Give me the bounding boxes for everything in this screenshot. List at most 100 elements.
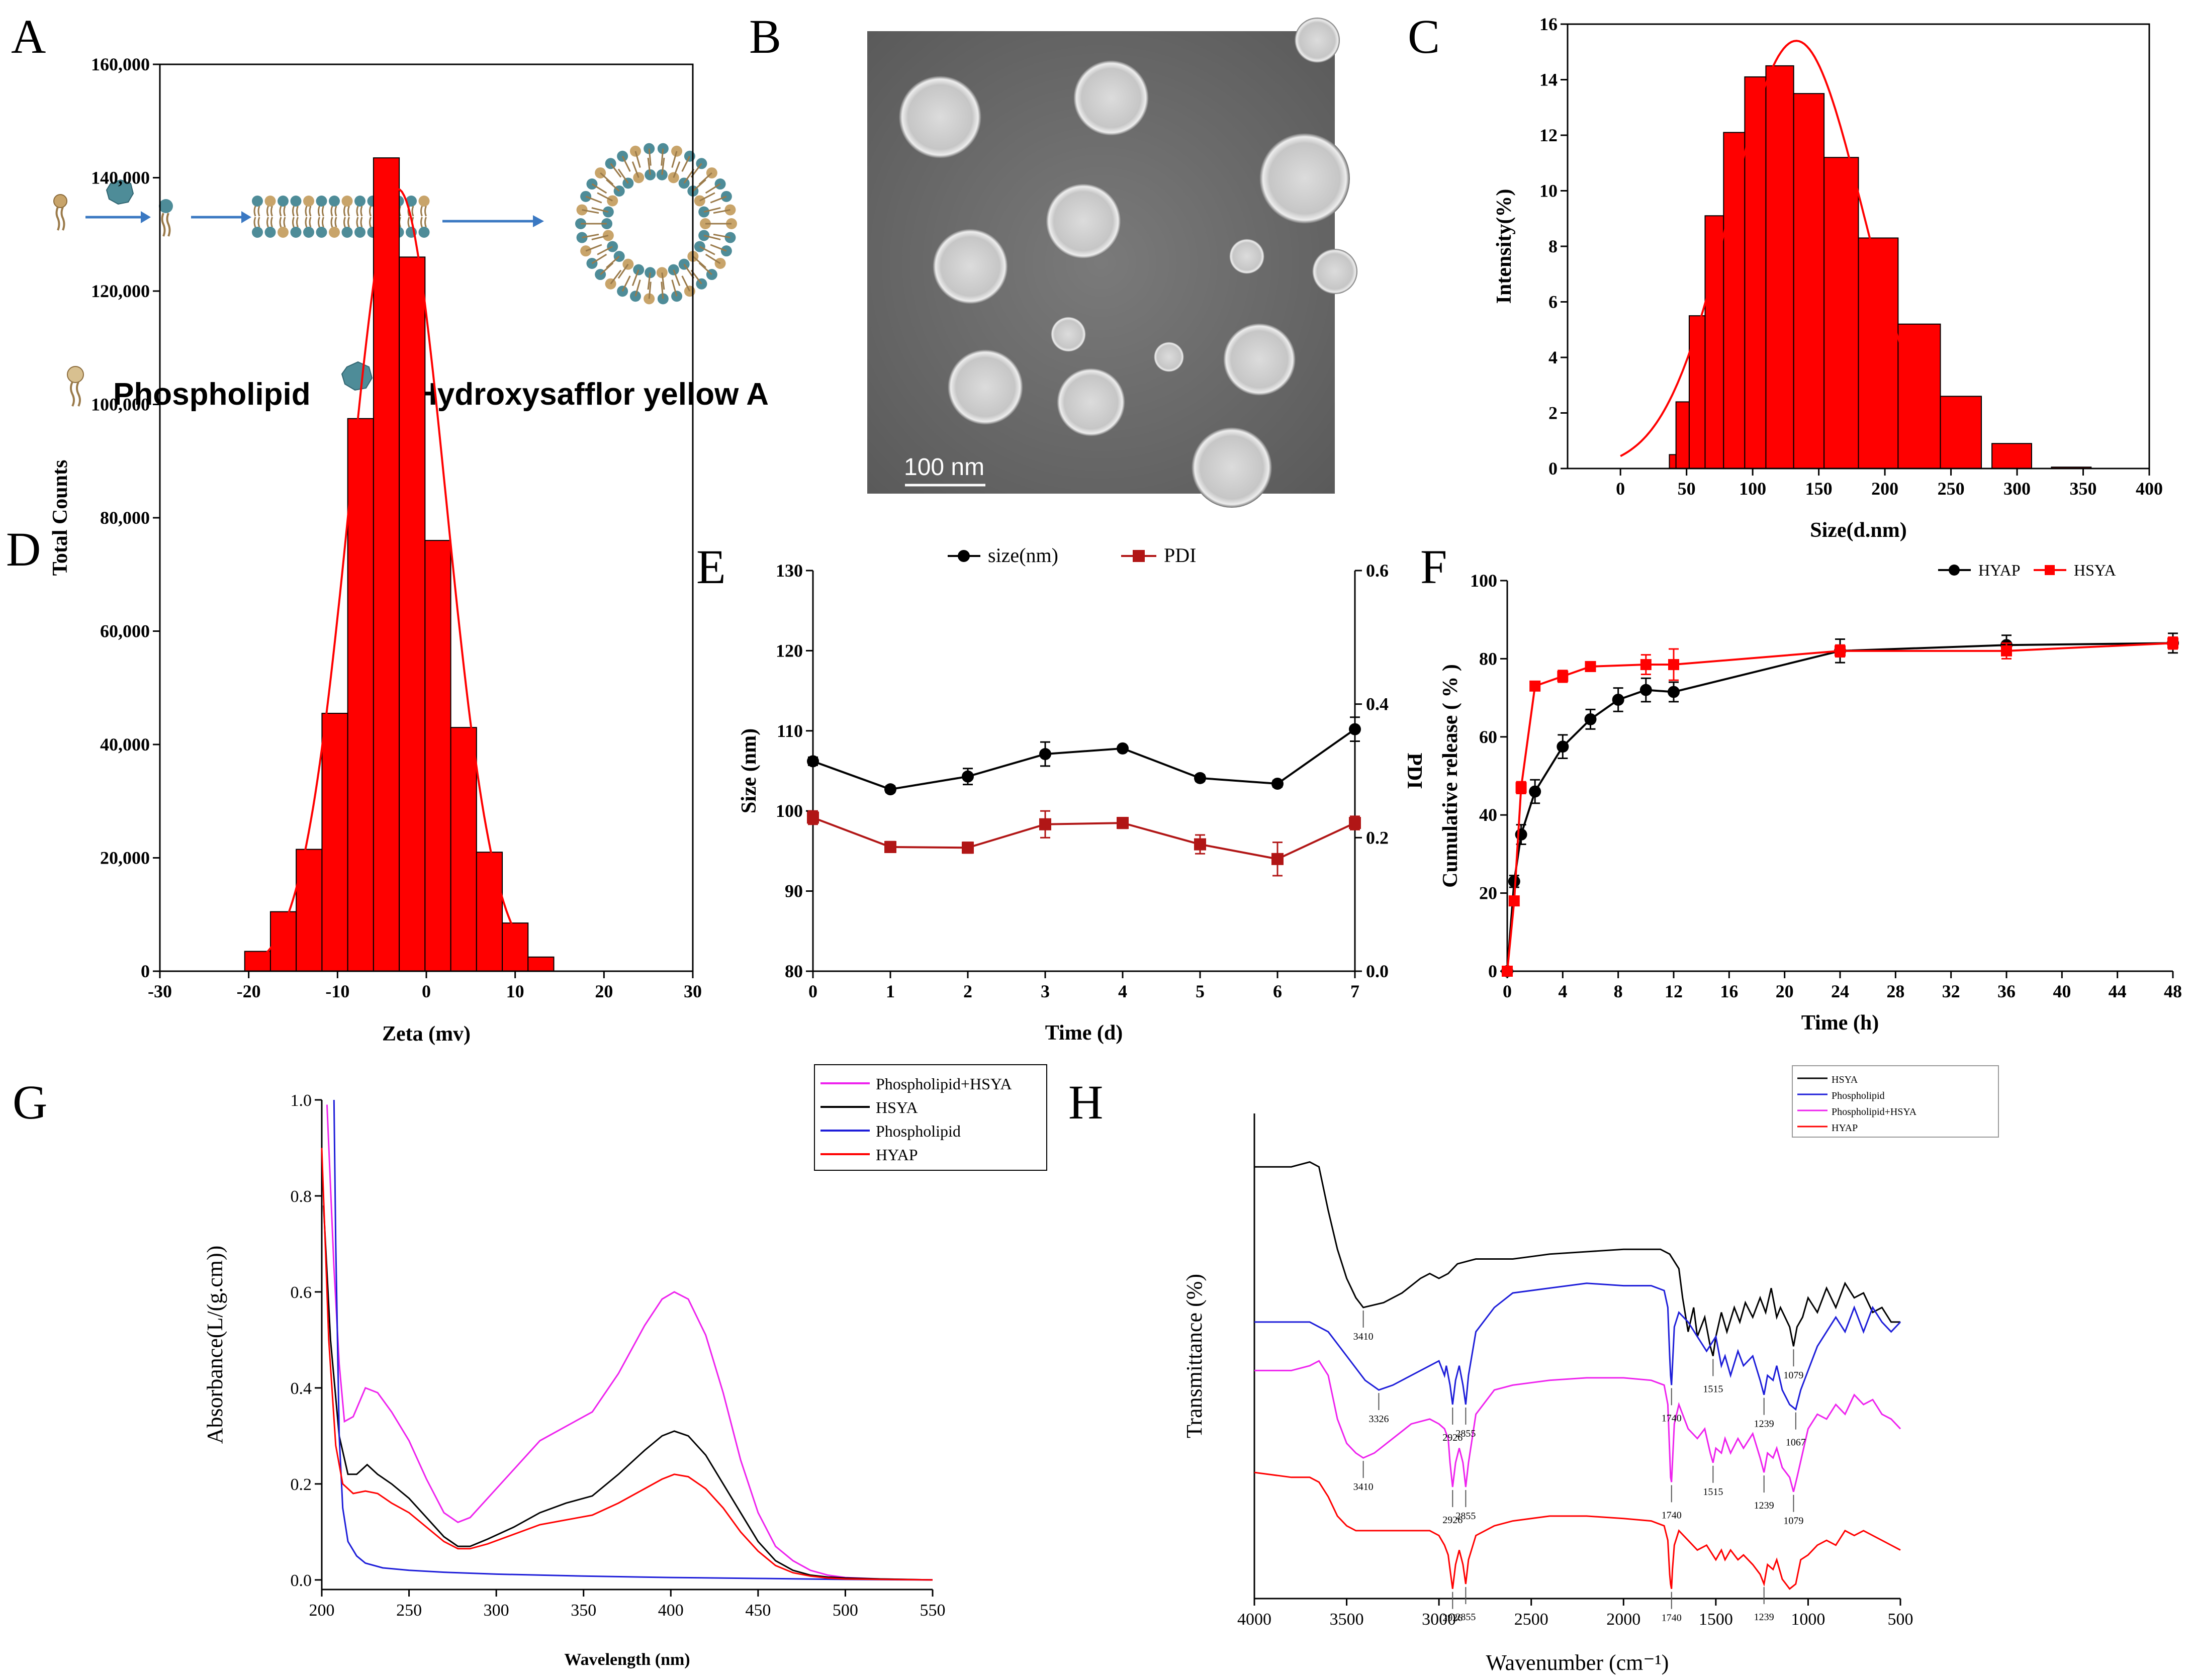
peak-label: 2855 — [1455, 1612, 1476, 1623]
bilayer-tail-icon — [253, 217, 260, 228]
x-axis-tick-label: 32 — [1942, 981, 1960, 1001]
bilayer-tail-icon — [292, 206, 299, 217]
data-point — [1039, 748, 1051, 761]
x-axis-tick-label: 5 — [1196, 981, 1205, 1001]
y-axis-tick-label: 60,000 — [100, 621, 150, 641]
x-axis-title: Time (h) — [1801, 1011, 1879, 1035]
series-line — [1506, 642, 2173, 972]
y-axis-tick-label: 4 — [1548, 347, 1558, 367]
bilayer-head-icon — [252, 196, 263, 207]
liposome-tail-icon — [591, 207, 609, 213]
liposome-tail-icon — [617, 263, 629, 279]
bilayer-head-icon — [341, 196, 353, 207]
data-point — [1194, 772, 1206, 784]
bilayer-head-icon — [278, 196, 289, 207]
data-point — [1039, 818, 1051, 830]
bilayer-tail-icon — [279, 217, 286, 228]
y-axis-tick-label: 0 — [141, 961, 150, 981]
x-axis-tick-label: 400 — [2136, 479, 2163, 499]
x-axis-tick-label: 30 — [684, 981, 702, 1001]
peak-label: 1239 — [1754, 1612, 1774, 1623]
liposome-icon — [575, 143, 737, 305]
x-axis-tick-label: 2000 — [1606, 1610, 1640, 1629]
tem-micrograph: 100 nm — [867, 18, 1357, 508]
x-axis-title: Wavelength (nm) — [564, 1650, 690, 1669]
legend-label: Phospholipid+HSYA — [1832, 1106, 1917, 1117]
y-axis-tick-label: 160,000 — [91, 54, 150, 74]
legend-label: HSYA — [876, 1098, 918, 1116]
bilayer-tail-icon — [305, 217, 312, 228]
x-axis-tick-label: 0 — [1503, 981, 1512, 1001]
data-point — [1349, 723, 1361, 735]
series-line — [812, 816, 1355, 860]
liposome-tail-icon — [606, 179, 620, 192]
data-point — [1271, 778, 1284, 790]
spectrum-line — [1254, 1360, 1901, 1492]
histogram-bar — [1723, 132, 1746, 470]
phospholipid-hsya-complex-icon — [159, 199, 173, 237]
bilayer-tail-icon — [266, 206, 273, 217]
bilayer-tail-icon — [253, 206, 260, 217]
legend-label: HSYA — [1832, 1074, 1858, 1085]
x-axis-tick-label: 500 — [1888, 1610, 1913, 1629]
spectrum-line — [1254, 1471, 1901, 1590]
legend-label: PDI — [1164, 544, 1196, 567]
liposome-tail-icon — [681, 156, 691, 172]
x-axis-tick-label: 10 — [506, 981, 524, 1001]
liposome-tail-icon — [698, 172, 712, 185]
bilayer-icon — [252, 196, 430, 238]
liposome-tail-icon — [597, 192, 613, 202]
peak-label: 2926 — [1442, 1613, 1463, 1624]
histogram-bar — [1897, 323, 1941, 469]
data-point — [2167, 637, 2178, 649]
liposome-tail-icon — [710, 244, 727, 252]
bilayer-tail-icon — [266, 217, 273, 228]
y-axis-tick-label: 10 — [1539, 181, 1558, 201]
bilayer-head-icon — [303, 196, 314, 207]
panel-label-h: H — [1068, 1075, 1103, 1129]
x-axis-tick-label: 0 — [422, 981, 431, 1001]
data-point — [1557, 671, 1569, 682]
liposome-tail-icon — [600, 262, 614, 275]
bilayer-head-icon — [316, 227, 327, 238]
liposome-tail-icon — [713, 233, 730, 239]
y2-axis-tick-label: 0.6 — [1366, 561, 1389, 581]
x-axis-tick-label: 4000 — [1237, 1610, 1271, 1629]
histogram-bar — [1688, 315, 1706, 469]
y-axis-title: Cumulative release ( % ) — [1439, 664, 1462, 888]
peak-label: 2926 — [1442, 1432, 1463, 1443]
liposome-tail-icon — [692, 255, 706, 268]
y-axis-tick-label: 40,000 — [100, 734, 150, 755]
peak-label: 2855 — [1455, 1428, 1476, 1439]
liposome-tail-icon — [699, 246, 715, 255]
liposome-tail-icon — [692, 179, 706, 192]
y2-axis-tick-label: 0.2 — [1366, 827, 1389, 848]
series-line — [1506, 642, 2173, 972]
bilayer-head-icon — [316, 196, 327, 207]
data-point — [1349, 817, 1361, 829]
liposome-tail-icon — [621, 275, 631, 292]
data-point — [1515, 828, 1527, 841]
bilayer-tail-icon — [292, 217, 299, 228]
histogram-bar — [347, 418, 374, 972]
histogram-bar — [527, 956, 555, 972]
histogram-bar — [1669, 454, 1677, 469]
y-axis-tick-label: 16 — [1539, 14, 1558, 34]
legend-label: Phospholipid+HSYA — [876, 1075, 1012, 1093]
liposome-tail-icon — [673, 161, 681, 178]
x-axis-tick-label: 1500 — [1699, 1610, 1733, 1629]
legend-label: HYAP — [1832, 1123, 1858, 1134]
liposome-tail-icon — [713, 209, 730, 214]
bilayer-tail-icon — [330, 217, 337, 228]
histogram-bar — [399, 256, 426, 972]
bilayer-head-icon — [418, 227, 430, 238]
y-axis-title: Absorbance(L/(g.cm)) — [203, 1246, 227, 1444]
legend-marker — [2045, 565, 2055, 575]
y-axis-tick-label: 0.4 — [291, 1379, 312, 1398]
liposome-tail-icon — [647, 157, 651, 175]
x-axis-tick-label: 50 — [1678, 479, 1696, 499]
x-axis-tick-label: 28 — [1886, 981, 1904, 1001]
histogram-bar — [373, 157, 400, 972]
x-axis-tick-label: 350 — [571, 1601, 596, 1620]
data-point — [1612, 693, 1624, 706]
